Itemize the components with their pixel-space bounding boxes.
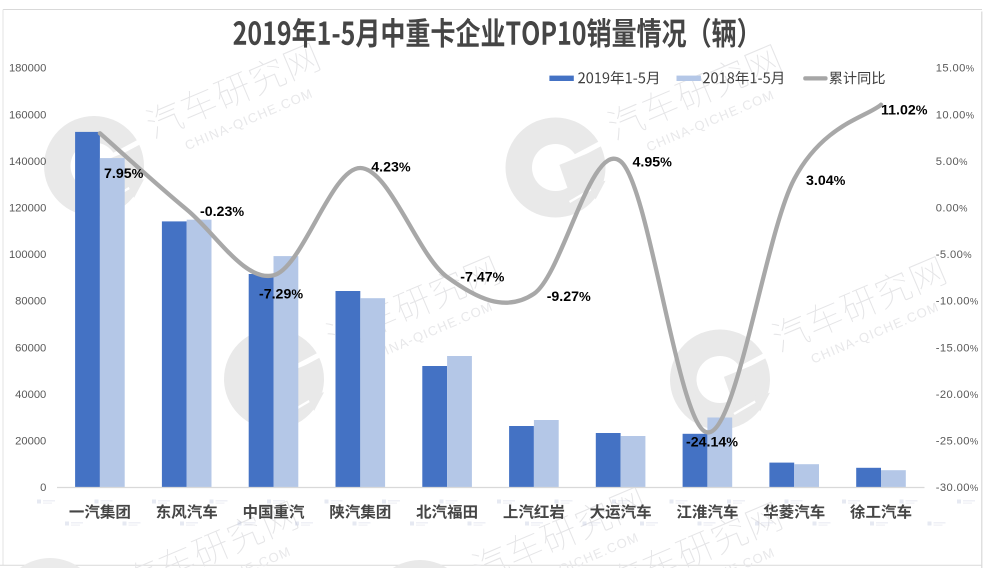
svg-text:0.00%: 0.00%: [936, 203, 968, 215]
svg-text:20000: 20000: [15, 436, 46, 448]
svg-text:-7.29%: -7.29%: [259, 286, 303, 302]
svg-text:10.00%: 10.00%: [936, 109, 975, 121]
svg-text:-15.00%: -15.00%: [936, 342, 979, 354]
svg-text:40000: 40000: [15, 389, 46, 401]
svg-text:-10.00%: -10.00%: [936, 296, 979, 308]
svg-text:-24.14%: -24.14%: [686, 435, 738, 451]
svg-text:3.04%: 3.04%: [806, 173, 846, 189]
svg-text:4.95%: 4.95%: [633, 155, 673, 171]
svg-text:100000: 100000: [9, 249, 46, 261]
svg-text:-7.47%: -7.47%: [460, 270, 504, 286]
svg-text:-5.00%: -5.00%: [936, 249, 972, 261]
svg-text:7.95%: 7.95%: [104, 166, 144, 182]
svg-text:15.00%: 15.00%: [936, 63, 975, 75]
svg-text:-30.00%: -30.00%: [936, 482, 979, 494]
svg-text:4.23%: 4.23%: [371, 160, 411, 176]
svg-text:11.02%: 11.02%: [881, 102, 928, 118]
svg-text:0: 0: [40, 482, 46, 494]
svg-text:5.00%: 5.00%: [936, 156, 968, 168]
svg-text:-9.27%: -9.27%: [547, 289, 591, 305]
svg-text:180000: 180000: [9, 63, 46, 75]
svg-text:-0.23%: -0.23%: [200, 204, 244, 220]
svg-text:-25.00%: -25.00%: [936, 436, 979, 448]
svg-text:120000: 120000: [9, 203, 46, 215]
svg-text:60000: 60000: [15, 342, 46, 354]
svg-text:80000: 80000: [15, 296, 46, 308]
svg-text:-20.00%: -20.00%: [936, 389, 979, 401]
svg-text:160000: 160000: [9, 109, 46, 121]
svg-text:140000: 140000: [9, 156, 46, 168]
